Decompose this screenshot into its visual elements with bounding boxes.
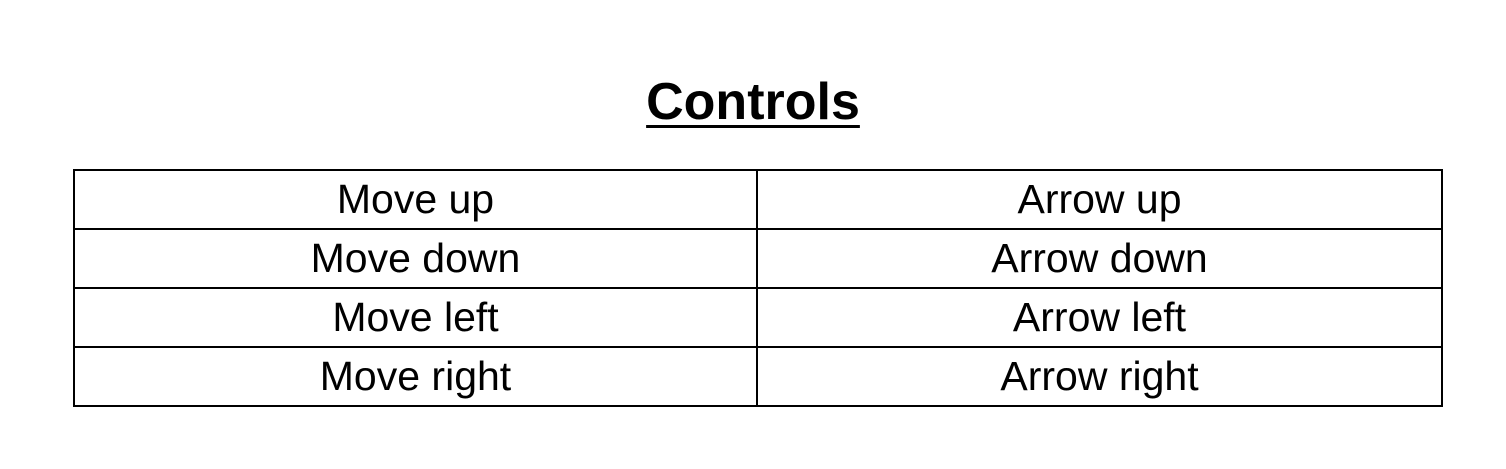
table-row: Move up Arrow up (73, 169, 1443, 230)
action-cell: Move down (73, 228, 758, 289)
key-cell: Arrow up (756, 169, 1443, 230)
action-cell: Move right (73, 346, 758, 407)
controls-table: Move up Arrow up Move down Arrow down Mo… (73, 169, 1443, 407)
action-cell: Move up (73, 169, 758, 230)
key-cell: Arrow right (756, 346, 1443, 407)
page-title-text: Controls (646, 73, 860, 131)
key-cell: Arrow left (756, 287, 1443, 348)
action-cell: Move left (73, 287, 758, 348)
key-cell: Arrow down (756, 228, 1443, 289)
table-row: Move down Arrow down (73, 228, 1443, 289)
page-title: Controls (0, 72, 1506, 132)
table-row: Move left Arrow left (73, 287, 1443, 348)
table-row: Move right Arrow right (73, 346, 1443, 407)
